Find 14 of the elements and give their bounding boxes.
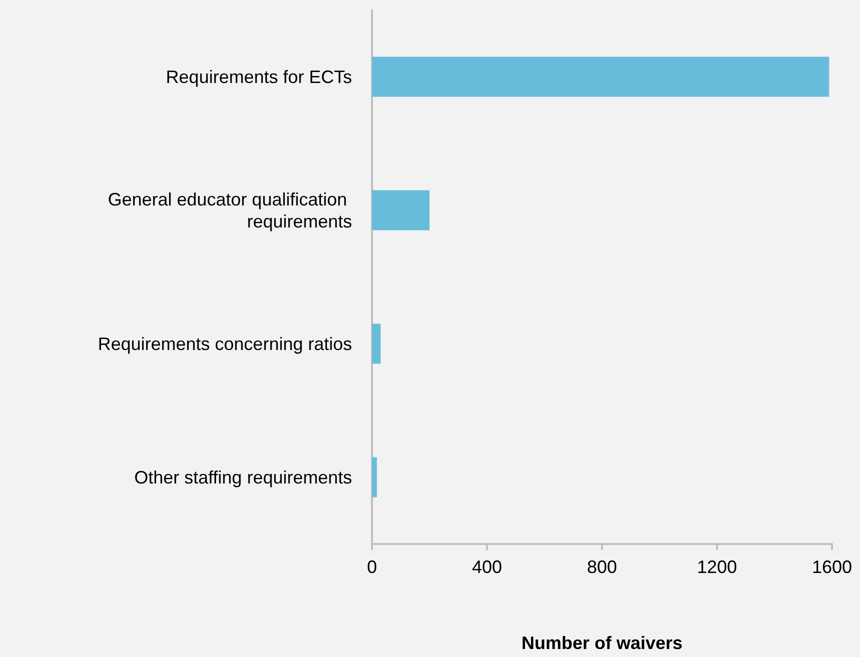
x-axis-title: Number of waivers	[521, 633, 683, 653]
x-tick-label: 0	[366, 557, 378, 577]
bar	[372, 324, 381, 364]
y-tick-label: General educator qualification requirements	[108, 189, 352, 232]
y-tick-label: Requirements for ECTs	[166, 66, 352, 87]
bar	[372, 457, 377, 498]
bar	[372, 56, 830, 97]
y-tick-label: Other staffing requirements	[134, 467, 352, 488]
y-tick-label: Requirements concerning ratios	[98, 334, 352, 354]
x-tick-label: 1200	[696, 557, 738, 577]
bar	[372, 190, 430, 230]
x-tick-label: 800	[586, 557, 618, 577]
x-tick-label: 400	[472, 557, 502, 577]
x-tick-label: 1600	[812, 557, 852, 577]
